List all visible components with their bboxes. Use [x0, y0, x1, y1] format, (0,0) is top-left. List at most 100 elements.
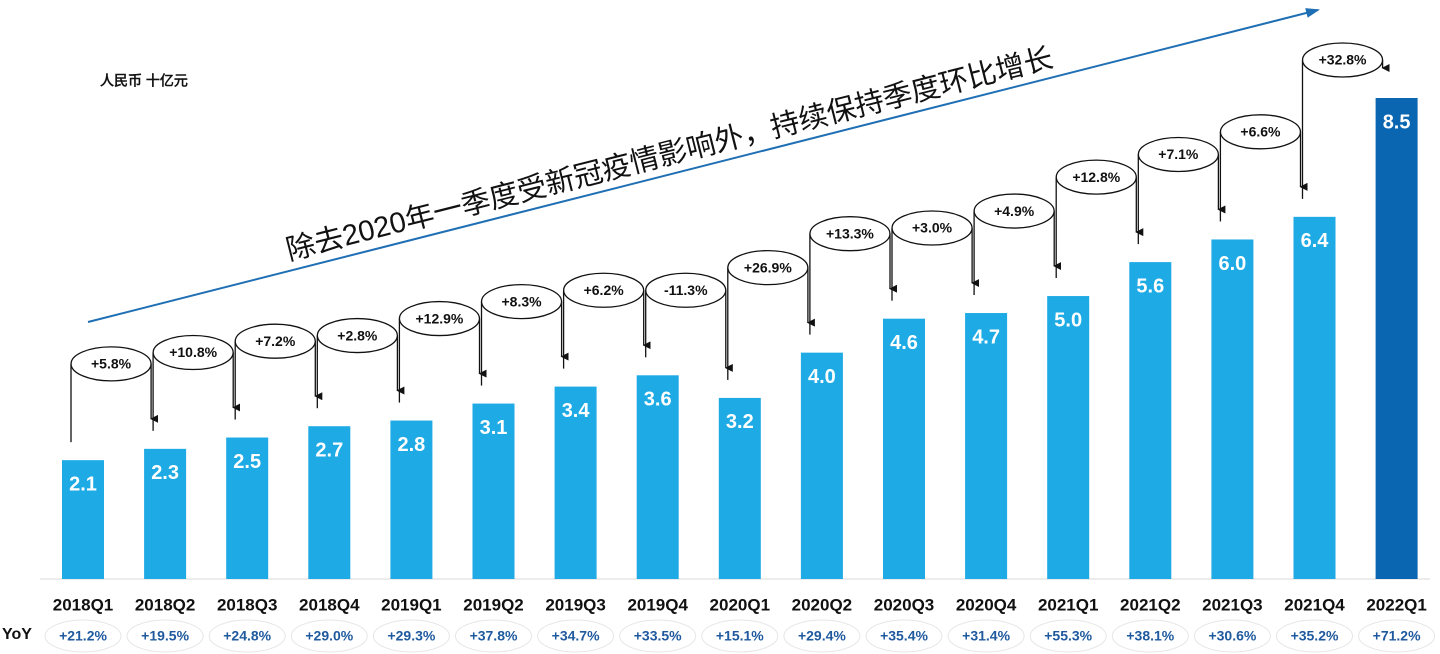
bar	[1211, 239, 1254, 579]
qoq-oval	[70, 346, 152, 382]
qoq-oval	[152, 334, 234, 371]
yoy-label: +19.5%	[141, 628, 189, 644]
qoq-label: +4.9%	[994, 203, 1035, 219]
qoq-oval	[1055, 159, 1137, 195]
qoq-label: +6.2%	[584, 282, 625, 298]
qoq-oval	[316, 317, 399, 354]
yoy-oval	[1193, 619, 1271, 653]
qoq-oval	[809, 216, 891, 252]
qoq-oval	[891, 210, 973, 246]
bar	[554, 386, 597, 579]
bar	[800, 352, 843, 579]
yoy-oval	[290, 619, 368, 653]
x-tick-label: 2020Q4	[956, 595, 1017, 614]
value-label: 8.5	[1383, 111, 1411, 133]
yoy-oval	[865, 619, 943, 653]
yoy-label: +29.3%	[387, 628, 435, 644]
qoq-label: -11.3%	[664, 282, 708, 298]
yoy-oval	[208, 619, 286, 653]
yoy-oval	[372, 619, 450, 653]
qoq-label: +26.9%	[744, 259, 792, 275]
yoy-oval	[126, 619, 204, 653]
yoy-oval	[1276, 619, 1353, 653]
value-label: 4.6	[890, 332, 918, 354]
x-tick-label: 2021Q3	[1202, 595, 1263, 614]
yoy-label: +35.2%	[1291, 628, 1339, 644]
bar	[62, 460, 104, 579]
qoq-oval	[727, 249, 809, 286]
value-label: 2.8	[397, 434, 425, 456]
qoq-oval	[1219, 114, 1302, 150]
x-tick-label: 2020Q1	[710, 595, 771, 614]
qoq-oval	[645, 272, 727, 308]
bar	[718, 397, 761, 579]
value-label: 6.4	[1301, 230, 1330, 252]
value-label: 3.2	[726, 411, 754, 433]
value-label: 4.0	[808, 366, 836, 388]
yoy-label: +71.2%	[1373, 628, 1421, 644]
yoy-label: +37.8%	[470, 628, 518, 644]
yoy-label: +21.2%	[59, 628, 107, 644]
yoy-oval	[455, 619, 532, 653]
qoq-oval	[398, 300, 481, 337]
yoy-oval	[947, 619, 1025, 653]
bar	[144, 448, 187, 579]
yoy-oval	[1358, 619, 1436, 653]
qoq-oval	[1137, 136, 1219, 173]
yoy-oval	[783, 619, 861, 653]
yoy-label: +29.0%	[305, 628, 353, 644]
yoy-label: +35.4%	[880, 628, 928, 644]
qoq-oval	[973, 193, 1055, 229]
yoy-label: +24.8%	[223, 628, 271, 644]
qoq-label: +3.0%	[912, 220, 953, 236]
qoq-label: +10.8%	[169, 344, 217, 360]
value-label: 5.0	[1054, 309, 1082, 331]
yoy-title: YoY	[2, 626, 32, 643]
value-label: 6.0	[1218, 253, 1246, 275]
yoy-oval	[44, 619, 122, 653]
qoq-label: +2.8%	[337, 327, 378, 343]
x-tick-label: 2018Q2	[135, 595, 196, 614]
bar	[226, 437, 269, 579]
x-tick-label: 2021Q1	[1038, 595, 1099, 614]
bar	[1129, 262, 1172, 579]
bar	[636, 375, 679, 579]
x-tick-label: 2021Q2	[1120, 595, 1181, 614]
bar	[1293, 216, 1336, 579]
x-tick-label: 2019Q3	[545, 595, 606, 614]
yoy-label: +15.1%	[716, 628, 764, 644]
x-tick-label: 2019Q1	[381, 595, 442, 614]
x-tick-label: 2018Q4	[299, 595, 360, 614]
x-tick-label: 2020Q3	[874, 595, 935, 614]
qoq-label: +7.2%	[255, 333, 296, 349]
yoy-oval	[1111, 619, 1189, 653]
x-tick-label: 2019Q2	[463, 595, 524, 614]
qoq-oval	[480, 283, 563, 320]
qoq-label: +6.6%	[1240, 124, 1281, 140]
yoy-label: +31.4%	[962, 628, 1010, 644]
value-label: 4.7	[972, 326, 1000, 348]
value-label: 2.3	[151, 462, 179, 484]
value-label: 3.4	[562, 400, 591, 422]
x-tick-label: 2018Q3	[217, 595, 278, 614]
bar	[965, 313, 1008, 579]
x-tick-label: 2018Q1	[53, 595, 114, 614]
qoq-label: +7.1%	[1158, 146, 1199, 162]
x-tick-label: 2022Q1	[1366, 595, 1427, 614]
yoy-oval	[701, 619, 779, 653]
yoy-oval	[537, 619, 615, 653]
value-label: 2.7	[315, 439, 343, 461]
value-label: 3.1	[480, 417, 508, 439]
yoy-label: +33.5%	[634, 628, 682, 644]
bar	[390, 420, 433, 579]
bar	[1047, 296, 1090, 579]
value-label: 3.6	[644, 389, 672, 411]
qoq-label: +32.8%	[1319, 52, 1367, 68]
unit-label: 人民币 十亿元	[100, 73, 188, 89]
value-label: 5.6	[1136, 275, 1164, 297]
yoy-label: +29.4%	[798, 628, 846, 644]
bar	[472, 403, 515, 579]
bar	[883, 318, 925, 579]
value-label: 2.1	[69, 473, 97, 495]
